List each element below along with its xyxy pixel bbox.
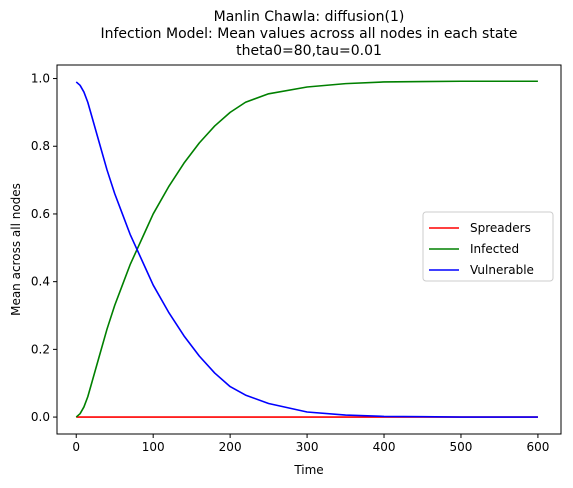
x-tick-label: 400 xyxy=(373,440,396,454)
y-tick-label: 1.0 xyxy=(31,72,50,86)
legend-label-spreaders: Spreaders xyxy=(470,221,531,235)
legend-items: Spreaders Infected Vulnerable xyxy=(429,221,534,277)
x-tick-label: 500 xyxy=(450,440,473,454)
y-tick-label: 0.2 xyxy=(31,342,50,356)
y-tick-label: 0.6 xyxy=(31,207,50,221)
y-tick-label: 0.8 xyxy=(31,139,50,153)
x-tick-label: 0 xyxy=(72,440,80,454)
chart-title: Manlin Chawla: diffusion(1) Infection Mo… xyxy=(101,9,518,59)
chart-title-line-3: theta0=80,tau=0.01 xyxy=(236,43,382,59)
x-tick-label: 200 xyxy=(219,440,242,454)
plot-series xyxy=(75,80,538,418)
x-tick-label: 600 xyxy=(526,440,549,454)
legend-label-infected: Infected xyxy=(470,242,519,256)
legend-box xyxy=(422,211,554,282)
y-tick-label: 0.0 xyxy=(31,410,50,424)
legend: Spreaders Infected Vulnerable xyxy=(422,211,554,282)
x-tick-label: 300 xyxy=(296,440,319,454)
y-axis-label: Mean across all nodes xyxy=(9,183,23,316)
chart-title-line-1: Manlin Chawla: diffusion(1) xyxy=(214,9,405,25)
series-line-infected xyxy=(75,80,538,418)
x-tick-label: 100 xyxy=(142,440,165,454)
y-axis-ticks: 0.0 0.2 0.4 0.6 0.8 1.0 xyxy=(31,72,57,424)
x-axis-ticks: 0 100 200 300 400 500 600 xyxy=(72,434,549,454)
chart-title-line-2: Infection Model: Mean values across all … xyxy=(101,26,518,42)
series-line-vulnerable xyxy=(75,81,538,418)
x-axis-label: Time xyxy=(293,463,323,477)
y-tick-label: 0.4 xyxy=(31,275,50,289)
plot-frame xyxy=(56,64,562,435)
legend-label-vulnerable: Vulnerable xyxy=(470,263,534,277)
